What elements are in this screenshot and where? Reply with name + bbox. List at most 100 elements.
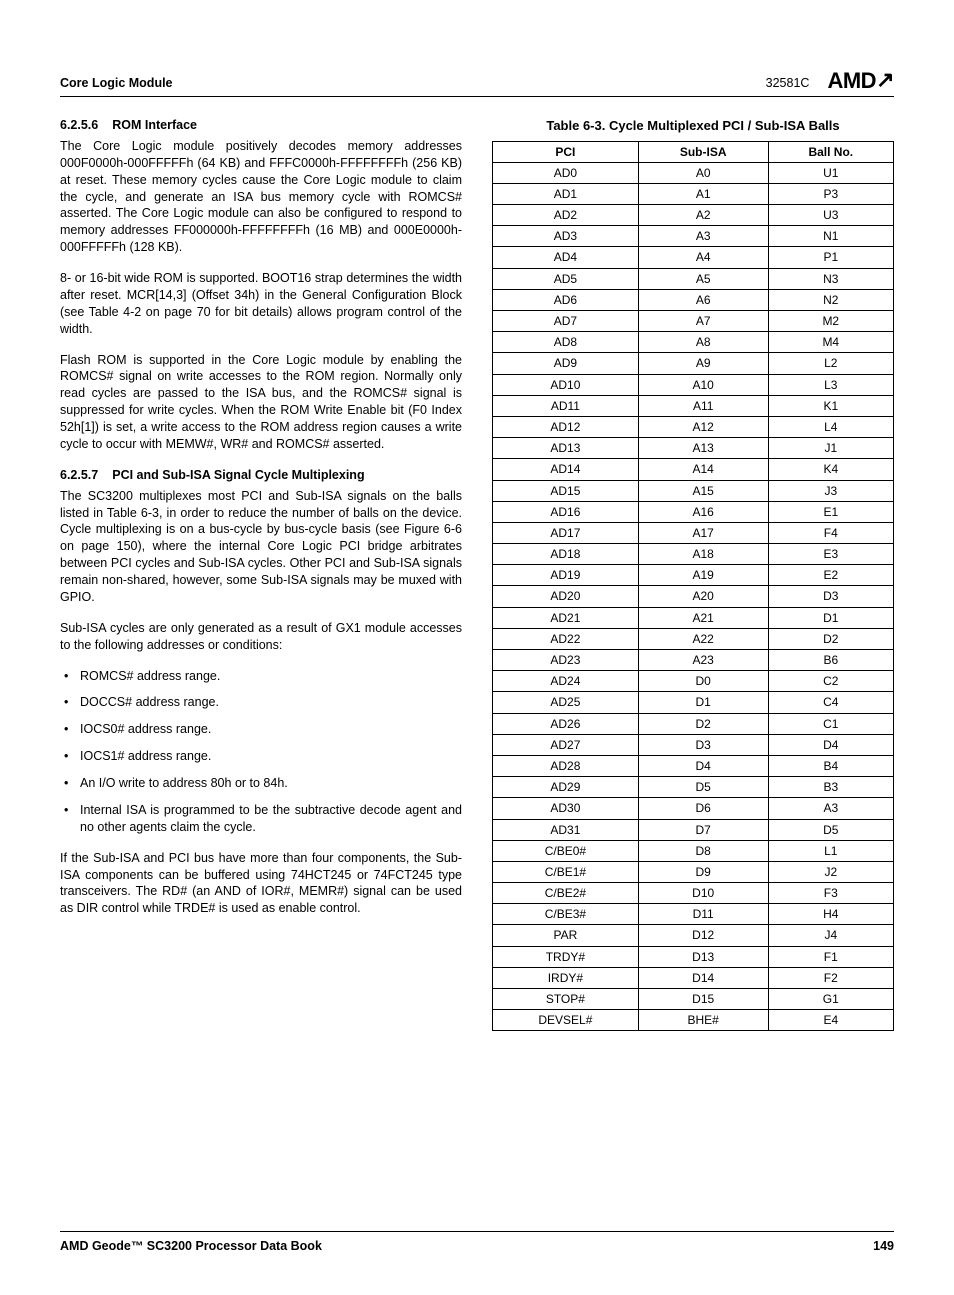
table-cell: A22 [638,628,768,649]
section-heading-pci-multiplexing: 6.2.5.7 PCI and Sub-ISA Signal Cycle Mult… [60,467,462,484]
table-cell: N2 [768,289,893,310]
table-cell: D11 [638,904,768,925]
table-cell: L3 [768,374,893,395]
amd-logo-arrow-icon: ↗ [876,69,894,91]
table-cell: C1 [768,713,893,734]
list-item: An I/O write to address 80h or to 84h. [62,775,462,792]
table-row: STOP#D15G1 [493,989,894,1010]
table-row: C/BE0#D8L1 [493,840,894,861]
amd-logo: AMD↗ [827,70,894,92]
table-cell: B4 [768,755,893,776]
table-cell: D3 [768,586,893,607]
footer-book-title: AMD Geode™ SC3200 Processor Data Book [60,1238,322,1255]
table-cell: STOP# [493,989,639,1010]
table-cell: J4 [768,925,893,946]
table-cell: A1 [638,183,768,204]
table-cell: AD12 [493,416,639,437]
table-cell: C/BE2# [493,883,639,904]
table-row: AD0A0U1 [493,162,894,183]
table-cell: P3 [768,183,893,204]
table-row: AD20A20D3 [493,586,894,607]
table-cell: F1 [768,946,893,967]
table-cell: D2 [638,713,768,734]
table-cell: AD11 [493,395,639,416]
section-number: 6.2.5.6 [60,117,98,134]
table-body: AD0A0U1AD1A1P3AD2A2U3AD3A3N1AD4A4P1AD5A5… [493,162,894,1031]
table-cell: DEVSEL# [493,1010,639,1031]
table-cell: AD23 [493,650,639,671]
table-cell: A19 [638,565,768,586]
section-title: ROM Interface [112,118,197,132]
table-row: AD2A2U3 [493,205,894,226]
table-row: AD27D3D4 [493,734,894,755]
table-header-row: PCI Sub-ISA Ball No. [493,141,894,162]
section-title: PCI and Sub-ISA Signal Cycle Multiplexin… [112,468,364,482]
doc-number: 32581C [766,75,810,92]
table-cell: D4 [638,755,768,776]
table-cell: AD28 [493,755,639,776]
table-cell: AD3 [493,226,639,247]
list-item: IOCS0# address range. [62,721,462,738]
table-cell: K1 [768,395,893,416]
amd-logo-text: AMD [827,70,876,92]
table-row: C/BE2#D10F3 [493,883,894,904]
right-column: Table 6-3. Cycle Multiplexed PCI / Sub-I… [492,117,894,1031]
table-row: TRDY#D13F1 [493,946,894,967]
page-footer: AMD Geode™ SC3200 Processor Data Book 14… [60,1231,894,1255]
table-cell: F4 [768,522,893,543]
table-row: AD15A15J3 [493,480,894,501]
table-cell: D6 [638,798,768,819]
table-header: PCI [493,141,639,162]
table-cell: D1 [638,692,768,713]
table-cell: AD8 [493,332,639,353]
table-cell: AD0 [493,162,639,183]
table-cell: AD25 [493,692,639,713]
table-cell: AD26 [493,713,639,734]
table-cell: D0 [638,671,768,692]
table-cell: D13 [638,946,768,967]
table-cell: A14 [638,459,768,480]
table-cell: AD9 [493,353,639,374]
table-cell: AD19 [493,565,639,586]
list-item: IOCS1# address range. [62,748,462,765]
table-cell: AD13 [493,438,639,459]
table-cell: AD15 [493,480,639,501]
table-row: DEVSEL#BHE#E4 [493,1010,894,1031]
table-cell: A2 [638,205,768,226]
table-cell: AD18 [493,544,639,565]
table-row: AD28D4B4 [493,755,894,776]
table-cell: D3 [638,734,768,755]
table-cell: AD14 [493,459,639,480]
table-cell: A3 [768,798,893,819]
table-cell: M4 [768,332,893,353]
table-cell: B3 [768,777,893,798]
table-row: AD10A10L3 [493,374,894,395]
table-cell: AD5 [493,268,639,289]
list-item: DOCCS# address range. [62,694,462,711]
table-cell: IRDY# [493,967,639,988]
table-cell: E3 [768,544,893,565]
table-cell: A23 [638,650,768,671]
table-cell: G1 [768,989,893,1010]
table-row: AD8A8M4 [493,332,894,353]
table-cell: AD16 [493,501,639,522]
table-cell: K4 [768,459,893,480]
table-cell: A8 [638,332,768,353]
table-cell: PAR [493,925,639,946]
table-cell: AD24 [493,671,639,692]
table-row: C/BE3#D11H4 [493,904,894,925]
table-cell: C/BE1# [493,861,639,882]
table-row: AD14A14K4 [493,459,894,480]
table-cell: AD17 [493,522,639,543]
table-row: AD11A11K1 [493,395,894,416]
section-number: 6.2.5.7 [60,467,98,484]
table-cell: A16 [638,501,768,522]
table-cell: H4 [768,904,893,925]
cycle-multiplexed-table: PCI Sub-ISA Ball No. AD0A0U1AD1A1P3AD2A2… [492,141,894,1032]
paragraph: If the Sub-ISA and PCI bus have more tha… [60,850,462,918]
paragraph: Flash ROM is supported in the Core Logic… [60,352,462,453]
table-cell: A11 [638,395,768,416]
table-cell: AD2 [493,205,639,226]
table-row: AD16A16E1 [493,501,894,522]
header-right: 32581C AMD↗ [766,70,894,92]
